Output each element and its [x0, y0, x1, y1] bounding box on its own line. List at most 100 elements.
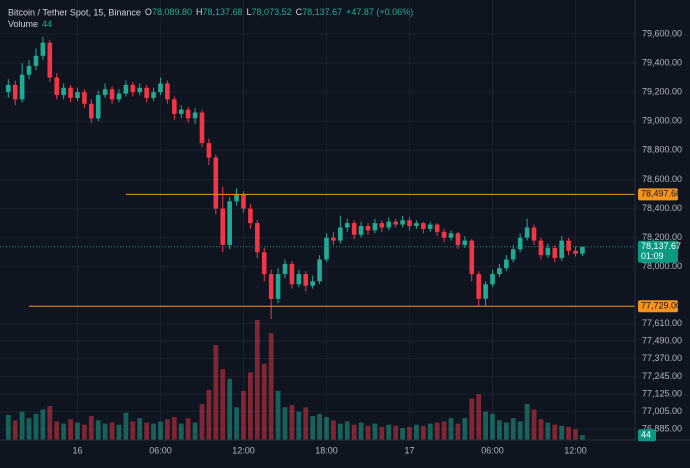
candle-body [559, 240, 564, 259]
candle-body [573, 250, 578, 254]
candle-body [89, 103, 94, 119]
ohlc-key: O [145, 7, 152, 17]
last-price-label: 78,137.67 [641, 241, 681, 251]
volume-bar [524, 404, 530, 440]
volume-bar [95, 420, 101, 440]
ohlc-value: 78,089.80 [152, 7, 192, 17]
candle-body [144, 87, 149, 98]
ohlc-change: +47.87 (+0.06%) [346, 7, 413, 17]
y-tick-label: 78,800.00 [642, 145, 682, 155]
x-tick-label: 06:00 [149, 445, 172, 455]
candle-body [386, 221, 392, 228]
volume-bar [497, 420, 502, 440]
x-tick-label: 17 [404, 445, 414, 455]
candle-body [95, 95, 101, 119]
volume-bar [68, 419, 73, 440]
volume-bar [75, 422, 80, 440]
candle-body [178, 109, 184, 114]
candle-body [192, 112, 198, 119]
volume-bar [47, 406, 53, 440]
candle-body [310, 281, 315, 286]
volume-bar [503, 422, 509, 440]
ohlc-value: 78,137.68 [202, 7, 242, 17]
volume-bar [254, 320, 260, 440]
ohlc-value: 78,073.52 [252, 7, 292, 17]
volume-bar [116, 424, 122, 440]
candle-body [185, 109, 191, 119]
ohlc-key: H [196, 7, 203, 17]
volume-bar [268, 333, 274, 440]
y-tick-label: 77,490.00 [642, 335, 682, 345]
price-tag-label: 77,729.00 [641, 301, 681, 311]
candle-body [566, 240, 571, 251]
volume-tag [638, 429, 656, 442]
volume-bar [164, 419, 170, 440]
candle-body [151, 92, 156, 98]
y-tick-label: 78,200.00 [642, 232, 682, 242]
countdown-label: 01:09 [641, 251, 664, 261]
volume-value: 44 [42, 19, 52, 29]
y-tick-label: 79,200.00 [642, 87, 682, 97]
volume-bar [351, 424, 357, 440]
price-tag [638, 188, 678, 201]
candle-body [324, 237, 329, 260]
volume-bar [282, 407, 288, 440]
candle-body [289, 263, 295, 285]
volume-bar [531, 409, 537, 440]
y-tick-label: 77,125.00 [642, 389, 682, 399]
volume-bar [220, 369, 226, 440]
volume-bar [573, 429, 578, 440]
candle-body [255, 223, 260, 253]
ohlc-legend: O78,089.80 H78,137.68 L78,073.52 C78,137.67… [145, 7, 413, 17]
candle-body [158, 83, 163, 93]
x-tick-label: 16 [72, 445, 82, 455]
candle-body [331, 237, 336, 241]
candle-body [40, 42, 46, 56]
volume-bar [414, 424, 419, 440]
volume-bar [213, 345, 219, 440]
candle-body [407, 220, 412, 227]
volume-bar [517, 421, 523, 440]
price-tag [638, 300, 678, 313]
last-price-tag [638, 240, 678, 263]
y-tick-label: 78,400.00 [642, 203, 682, 213]
volume-bar [241, 390, 246, 440]
volume-bar [372, 423, 378, 440]
volume-legend: Volume 44 [8, 19, 52, 29]
candle-body [227, 201, 232, 245]
volume-bar [510, 418, 516, 440]
volume-bar [5, 414, 11, 440]
volume-bar [192, 422, 198, 440]
volume-bar [317, 413, 322, 440]
candle-body [137, 87, 143, 93]
candle-body [462, 240, 468, 245]
candle-body [123, 84, 129, 94]
volume-bar [33, 413, 39, 440]
candle-body [116, 93, 122, 100]
candle-body [524, 227, 530, 238]
volume-bar [344, 421, 350, 440]
volume-bar [448, 418, 454, 440]
y-tick-label: 78,600.00 [642, 174, 682, 184]
volume-bar [19, 411, 25, 440]
x-tick-label: 06:00 [481, 445, 504, 455]
volume-bar [310, 416, 316, 440]
candle-body [68, 87, 73, 98]
candle-body [130, 84, 136, 93]
candle-body [504, 259, 509, 269]
candle-body [344, 223, 350, 228]
volume-bar [171, 417, 177, 440]
volume-bar [490, 413, 495, 440]
candle-body [82, 92, 87, 104]
candle-body [441, 231, 447, 238]
candle-body [109, 89, 115, 100]
y-tick-label: 77,005.00 [642, 406, 682, 416]
candle-body [19, 74, 25, 100]
volume-bar [407, 426, 412, 440]
candle-body [213, 157, 219, 209]
candle-body [393, 221, 398, 225]
volume-bar [199, 404, 205, 440]
candle-body [469, 240, 475, 275]
candle-body [26, 65, 32, 75]
